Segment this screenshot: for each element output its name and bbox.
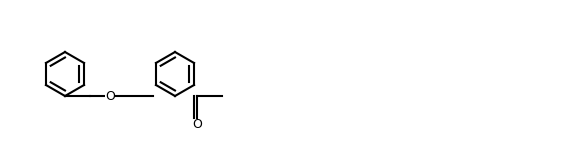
Text: O: O	[192, 118, 202, 131]
Text: O: O	[105, 90, 115, 103]
